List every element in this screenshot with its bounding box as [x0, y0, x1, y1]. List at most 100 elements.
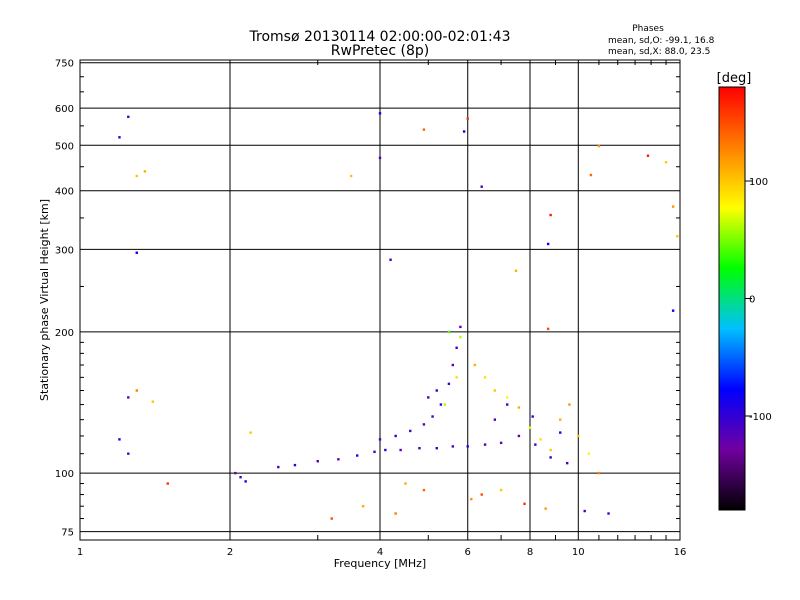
data-point — [534, 443, 537, 446]
data-point — [422, 128, 426, 131]
data-point — [135, 174, 138, 178]
y-tick-label: 100 — [55, 469, 74, 480]
data-point — [597, 144, 601, 148]
data-point — [127, 115, 130, 119]
data-point — [607, 512, 610, 515]
data-point — [559, 431, 562, 434]
data-point — [399, 448, 402, 452]
colorbar-tick-label: -100 — [749, 412, 772, 423]
data-point — [483, 443, 487, 446]
data-point — [589, 173, 593, 177]
data-point — [531, 415, 534, 418]
x-tick-label: 16 — [674, 547, 687, 558]
data-point — [514, 269, 518, 272]
data-point — [135, 389, 138, 392]
grid-lines — [80, 60, 680, 540]
data-point — [118, 136, 121, 139]
data-point — [549, 213, 552, 217]
data-point — [597, 471, 601, 475]
data-point — [355, 454, 359, 457]
data-point — [539, 438, 542, 441]
data-point — [127, 396, 130, 399]
stats-o-mode: mean, sd,O: -99.1, 16.8 — [608, 36, 715, 46]
chart-title-line1: Tromsø 20130114 02:00:00-02:01:43 — [249, 29, 511, 45]
data-point — [565, 461, 569, 465]
data-point — [528, 426, 532, 429]
data-point — [431, 415, 434, 418]
x-tick-label: 10 — [572, 547, 585, 558]
data-point — [455, 376, 458, 379]
data-point — [422, 488, 426, 492]
colorbar-label: [deg] — [717, 71, 752, 86]
data-point — [480, 493, 483, 496]
data-point — [451, 445, 455, 448]
data-point — [249, 431, 252, 434]
y-tick-label: 75 — [61, 528, 74, 539]
data-point — [239, 476, 242, 479]
data-point — [459, 335, 462, 339]
data-point — [646, 154, 650, 157]
y-axis-ticks: 75 100 200 300 400 500 600 750 — [55, 59, 680, 539]
x-tick-label: 1 — [77, 547, 83, 558]
data-point — [435, 446, 438, 450]
data-point — [435, 389, 438, 392]
x-tick-label: 4 — [377, 547, 383, 558]
data-point — [244, 480, 247, 483]
colorbar-tick-label: 0 — [749, 295, 755, 306]
data-point — [517, 434, 521, 438]
data-point — [549, 448, 552, 452]
data-point — [587, 452, 591, 455]
data-point — [455, 346, 458, 349]
data-point — [389, 258, 392, 261]
data-point — [480, 185, 483, 188]
data-point — [447, 330, 451, 334]
y-tick-label: 400 — [55, 187, 74, 198]
data-point — [378, 438, 382, 441]
x-axis-label: Frequency [MHz] — [334, 557, 426, 570]
data-point — [583, 509, 586, 513]
data-point — [316, 460, 319, 463]
y-tick-label: 200 — [55, 328, 74, 339]
y-tick-label: 300 — [55, 245, 74, 256]
data-point — [349, 174, 353, 178]
data-point — [166, 482, 169, 485]
data-point — [470, 497, 473, 501]
data-point — [384, 448, 387, 452]
stats-header: Phases — [632, 24, 664, 34]
data-point — [443, 403, 447, 406]
data-point — [451, 363, 455, 367]
data-point — [293, 463, 297, 467]
x-tick-label: 6 — [465, 547, 471, 558]
y-tick-label: 750 — [55, 59, 74, 70]
x-axis-ticks: 1 2 4 6 8 10 16 — [77, 60, 687, 558]
data-point — [577, 434, 580, 438]
data-point — [118, 438, 121, 441]
data-point — [337, 458, 340, 461]
data-point — [409, 429, 412, 433]
y-tick-label: 500 — [55, 141, 74, 152]
data-point — [664, 161, 668, 164]
data-point — [466, 117, 469, 120]
colorbar-ticks: 100 0 -100 — [745, 177, 772, 423]
data-point — [546, 327, 550, 331]
data-point — [505, 396, 509, 399]
data-point — [422, 423, 426, 426]
data-point — [499, 441, 503, 445]
data-point — [676, 234, 679, 238]
data-point — [378, 156, 382, 160]
data-point — [473, 363, 477, 367]
data-points — [118, 112, 679, 520]
data-point — [277, 465, 280, 469]
data-point — [361, 504, 365, 508]
data-point — [439, 403, 443, 406]
data-point — [330, 517, 333, 520]
data-point — [459, 325, 462, 329]
data-point — [394, 434, 397, 438]
data-point — [466, 445, 469, 448]
data-point — [127, 452, 130, 455]
y-tick-label: 600 — [55, 104, 74, 115]
data-point — [493, 418, 497, 421]
colorbar-tick-label: 100 — [749, 177, 768, 188]
